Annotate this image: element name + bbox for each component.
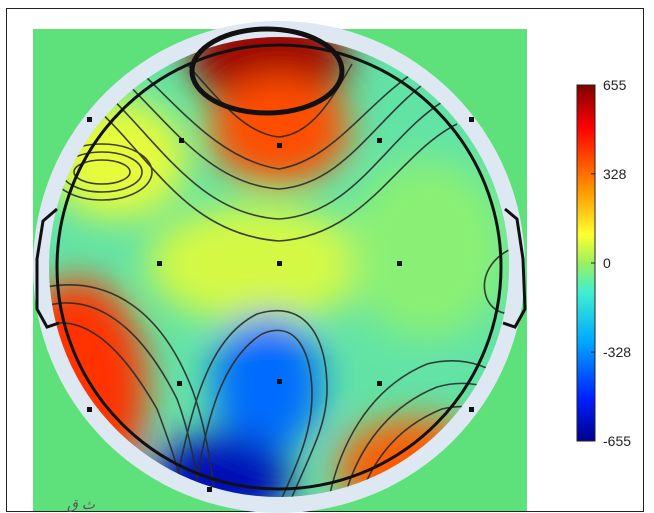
- electrode: [277, 143, 282, 148]
- colorbar-tick-label: 328: [603, 166, 627, 182]
- electrode-markers: [87, 117, 474, 492]
- contour-line: [111, 68, 438, 190]
- colorbar-tick-label: 0: [603, 255, 611, 271]
- heat-region-occipital-left: [152, 434, 292, 497]
- right-ear: [502, 207, 527, 329]
- heat-region-frontal-central: [209, 74, 349, 184]
- electrode: [179, 138, 184, 143]
- electrode: [177, 381, 182, 386]
- colorbar-ticks: 655 328 0 -328 -655: [591, 77, 631, 449]
- electrode: [87, 117, 92, 122]
- figure-frame: 655 328 0 -328 -655 ث ق: [6, 8, 644, 513]
- contour-line: [196, 329, 313, 497]
- electrode: [377, 138, 382, 143]
- watermark: ث ق: [67, 496, 96, 513]
- contour-line: [73, 159, 131, 185]
- left-ear: [35, 207, 60, 329]
- head-outline: [55, 43, 503, 491]
- contour-line: [49, 284, 218, 497]
- nose-marker: [189, 26, 345, 116]
- topographic-map-figure: 655 328 0 -328 -655 ث ق: [33, 21, 631, 513]
- electrode: [277, 261, 282, 266]
- heat-region-central: [147, 204, 367, 324]
- colorbar-tick-label: -655: [603, 433, 631, 449]
- electrode: [157, 261, 162, 266]
- contour-line: [186, 63, 353, 138]
- electrode: [377, 381, 382, 386]
- electrode: [469, 407, 474, 412]
- contour-line: [96, 108, 458, 242]
- contour-line: [483, 243, 509, 315]
- contour-line: [176, 310, 328, 497]
- colorbar-tick-label: -328: [603, 344, 631, 360]
- electrode: [397, 261, 402, 266]
- electrode: [87, 407, 92, 412]
- electrode: [469, 117, 474, 122]
- electrode: [207, 487, 212, 492]
- colorbar-tick-label: 655: [603, 77, 627, 93]
- electrode: [277, 379, 282, 384]
- contour-line: [101, 88, 448, 220]
- heat-region-right-central: [347, 159, 507, 339]
- heat-region-parietal-center: [212, 314, 322, 454]
- contour-line: [126, 58, 428, 170]
